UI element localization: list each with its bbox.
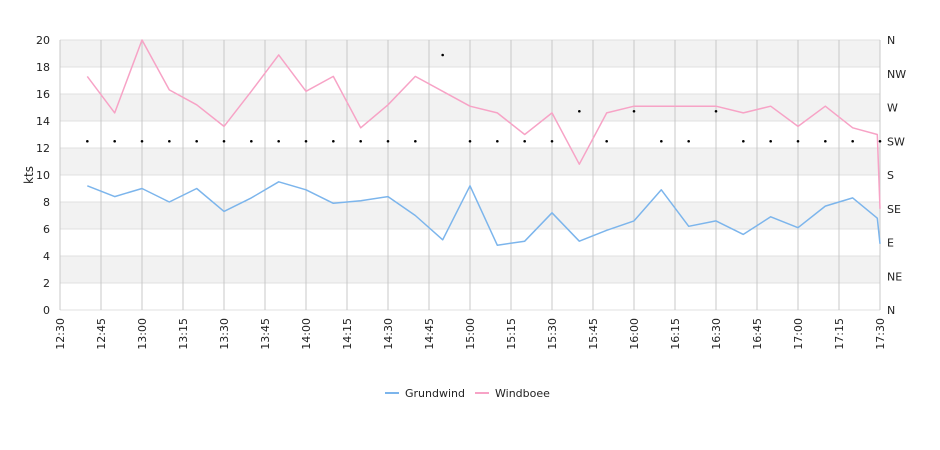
x-tick-label: 17:15 [833,318,846,350]
x-tick-label: 14:45 [423,318,436,350]
x-tick-label: 14:15 [341,318,354,350]
direction-tick-label: S [887,169,894,182]
direction-point [824,139,827,143]
direction-tick-label: NE [887,270,902,283]
direction-point [632,109,636,113]
direction-point [86,139,89,143]
direction-point [714,109,718,113]
legend-label-windboee: Windboee [495,387,550,400]
x-tick-label: 15:45 [587,318,600,350]
direction-point [250,139,253,143]
direction-point [769,139,772,143]
x-tick-label: 13:45 [259,318,272,350]
series-line-grundwind [87,181,881,246]
direction-point [660,139,663,143]
x-tick-label: 15:15 [505,318,518,350]
y-tick-label: 10 [36,169,50,182]
y-tick-label: 16 [36,88,50,101]
direction-point [605,139,608,143]
x-tick-label: 17:00 [792,318,805,350]
direction-point [277,139,280,143]
x-tick-label: 14:00 [300,318,313,350]
series-line-windboee [86,39,881,209]
direction-point [796,139,800,143]
direction-tick-label: NW [887,68,906,81]
direction-tick-label: SW [887,135,905,148]
direction-tick-label: N [887,34,895,47]
x-tick-label: 13:00 [136,318,149,350]
x-tick-label: 15:00 [464,318,477,350]
direction-point [578,109,581,113]
direction-point [332,139,335,143]
y-tick-label: 2 [43,277,50,290]
direction-point [222,139,226,143]
legend-label-grundwind: Grundwind [405,387,465,400]
direction-point [496,139,499,143]
direction-tick-label: SE [887,203,901,216]
x-tick-label: 13:15 [177,318,190,350]
x-tick-label: 12:45 [95,318,108,350]
direction-point [386,139,390,143]
x-tick-label: 17:30 [874,318,887,350]
x-tick-label: 14:30 [382,318,395,350]
x-tick-label: 15:30 [546,318,559,350]
direction-point [550,139,554,143]
direction-tick-label: N [887,304,895,317]
y-tick-label: 14 [36,115,50,128]
direction-point [113,139,116,143]
y-tick-label: 12 [36,142,50,155]
direction-point [851,139,854,143]
direction-tick-label: E [887,237,894,250]
direction-point [523,139,526,143]
x-tick-label: 16:15 [669,318,682,350]
y-tick-label: 4 [43,250,50,263]
y-tick-label: 0 [43,304,50,317]
direction-point [878,139,882,143]
x-tick-label: 12:30 [54,318,67,350]
direction-point [687,139,690,143]
direction-point [304,139,308,143]
y-tick-label: 6 [43,223,50,236]
direction-point [441,53,444,57]
x-tick-label: 16:00 [628,318,641,350]
x-tick-label: 13:30 [218,318,231,350]
y-tick-label: 18 [36,61,50,74]
direction-point [414,139,417,143]
direction-point [195,139,198,143]
y-tick-label: 8 [43,196,50,209]
y-axis-title: kts [22,166,36,184]
direction-tick-label: W [887,102,898,115]
direction-point [742,139,745,143]
y-tick-label: 20 [36,34,50,47]
direction-point [140,139,144,143]
direction-point [168,139,171,143]
direction-point [359,139,362,143]
x-tick-label: 16:30 [710,318,723,350]
direction-point [468,139,472,143]
x-tick-label: 16:45 [751,318,764,350]
